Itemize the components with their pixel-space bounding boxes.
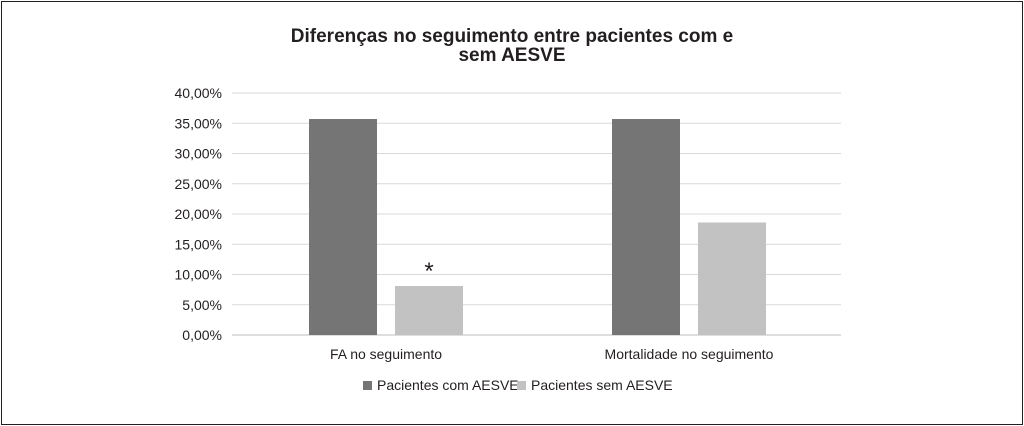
chart-title-line-1: Diferenças no seguimento entre pacientes… xyxy=(290,26,734,47)
y-tick-label: 0,00% xyxy=(182,327,222,343)
legend-swatch xyxy=(517,381,526,390)
bar xyxy=(612,119,680,335)
bar xyxy=(698,222,766,335)
y-tick-label: 40,00% xyxy=(175,85,222,101)
bar xyxy=(309,119,377,335)
y-tick-label: 20,00% xyxy=(175,206,222,222)
y-tick-label: 15,00% xyxy=(175,236,222,252)
chart-title: Diferenças no seguimento entre pacientes… xyxy=(0,27,1024,65)
y-tick-label: 30,00% xyxy=(175,146,222,162)
bar xyxy=(395,285,463,335)
legend-label: Pacientes com AESVE xyxy=(377,377,519,393)
x-category-label: FA no seguimento xyxy=(330,346,442,362)
legend-label: Pacientes sem AESVE xyxy=(531,377,673,393)
y-tick-label: 10,00% xyxy=(175,267,222,283)
y-tick-label: 35,00% xyxy=(175,115,222,131)
legend-swatch xyxy=(363,381,372,390)
chart-title-line-2: sem AESVE xyxy=(458,45,566,66)
y-tick-label: 25,00% xyxy=(175,176,222,192)
y-tick-label: 5,00% xyxy=(182,297,222,313)
significance-marker: * xyxy=(424,258,433,285)
x-category-label: Mortalidade no seguimento xyxy=(605,346,774,362)
